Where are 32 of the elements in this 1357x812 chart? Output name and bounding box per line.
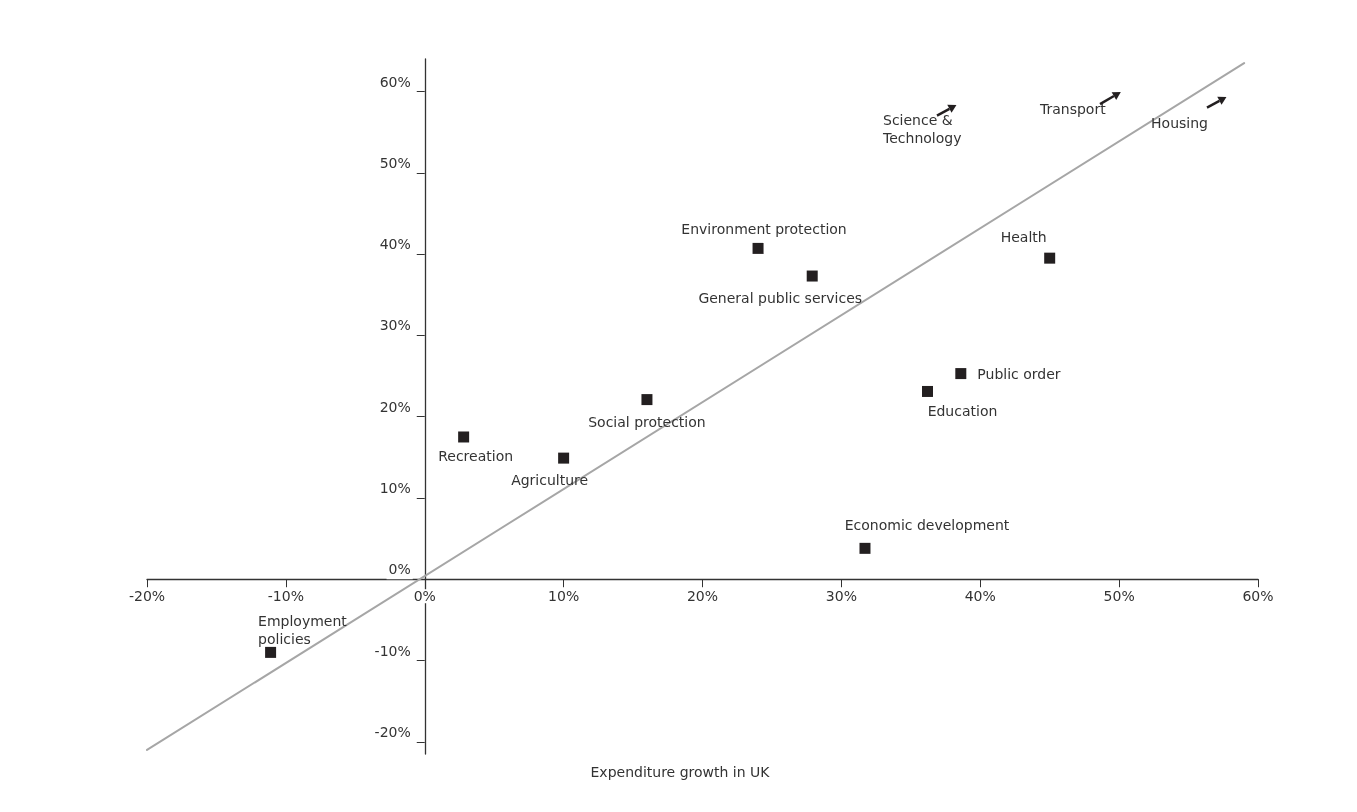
x-tick-label: 20% bbox=[686, 588, 719, 605]
series-label: Economic development bbox=[844, 516, 1010, 533]
series-label: Social protection bbox=[588, 414, 706, 431]
x-tick-label: 50% bbox=[1103, 588, 1135, 605]
x-axis-title: Expenditure growth in UK bbox=[590, 764, 770, 780]
annotation: Housing bbox=[1151, 114, 1208, 133]
x-tick-label: 0% bbox=[413, 588, 436, 605]
series-label: Education bbox=[927, 402, 998, 419]
series-label: Public order bbox=[977, 365, 1061, 382]
series-label: Agriculture bbox=[511, 471, 589, 488]
y-tick-label: -10% bbox=[374, 642, 411, 659]
x-tick-label: 60% bbox=[1242, 588, 1274, 605]
y-tick-label: 60% bbox=[379, 73, 411, 90]
series-label: Health bbox=[1000, 228, 1047, 245]
y-tick-label: -20% bbox=[374, 723, 411, 740]
series-label: Employment policies bbox=[258, 613, 352, 648]
annotation: Transport bbox=[1039, 100, 1106, 119]
x-tick-label: 10% bbox=[548, 588, 580, 605]
x-tick-label: 40% bbox=[964, 588, 996, 605]
series-label: Recreation bbox=[438, 448, 514, 465]
y-tick-label: 10% bbox=[379, 479, 411, 496]
y-tick-label: 40% bbox=[379, 236, 411, 253]
text: General public services bbox=[698, 289, 863, 306]
y-tick-label: 0% bbox=[388, 561, 411, 578]
series-label: Environment protection bbox=[681, 220, 847, 237]
x-tick-label: -10% bbox=[267, 588, 304, 605]
x-tick-label: -20% bbox=[128, 588, 166, 605]
y-tick-label: 30% bbox=[379, 317, 411, 334]
y-tick-label: 50% bbox=[379, 154, 411, 171]
x-tick-label: 30% bbox=[825, 588, 857, 605]
y-tick-label: 20% bbox=[379, 398, 411, 415]
annotation: Science & Technology bbox=[883, 111, 963, 148]
